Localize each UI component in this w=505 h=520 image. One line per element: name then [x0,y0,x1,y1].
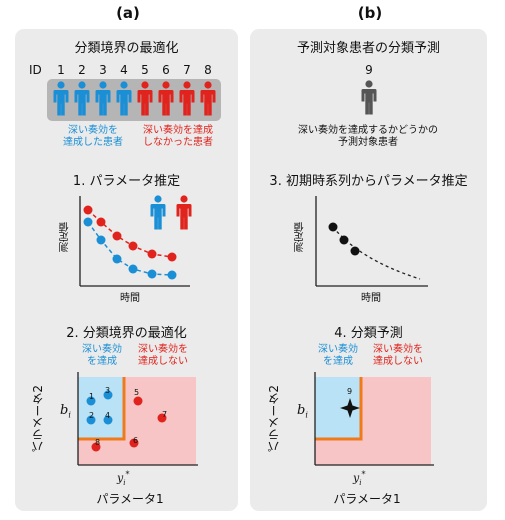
region-blue-line1: 深い奏効 [82,344,122,355]
region-blue-label-a: 深い奏効 を達成 [74,344,130,368]
step4-title: 4. 分類予測 [334,326,403,341]
id-number: 7 [183,63,191,77]
point-label: 2 [89,411,95,420]
id-number: 3 [99,63,107,77]
id-number: 2 [78,63,86,77]
panel-b-title: 予測対象患者の分類予測 [296,41,440,56]
bi-sub: i [68,410,71,420]
id-number: 1 [57,63,65,77]
param1-axis-label-a: パラメータ1 [96,492,164,506]
yi-sub: i [359,478,362,487]
id-row: 1 2 3 4 5 6 7 8 [0,63,240,79]
panel-a-title: 分類境界の最適化 [74,41,179,56]
step3-xlabel: 時間 [361,293,381,304]
blue-point [128,264,138,274]
step3-title: 3. 初期時系列からパラメータ推定 [269,174,468,189]
step2-title: 2. 分類境界の最適化 [66,326,187,341]
blue-point [96,235,106,245]
blue-curve [87,221,173,276]
patient-desc: 深い奏効を達成するかどうかの 予測対象患者 [268,125,468,149]
patient-desc-line2: 予測対象患者 [338,137,398,148]
yi-text: y [353,471,360,485]
group-red-line2: しなかった患者 [143,137,213,148]
region-red-line2: 達成しない [138,356,188,367]
observed-point [350,246,360,256]
red-point [112,231,122,241]
blue-point [103,415,113,425]
yi-label-b: yi* [353,470,365,487]
red-point [91,442,101,452]
yi-sup: * [125,470,130,479]
panel-a-label: (a) [116,4,140,22]
region-red-line2: 達成しない [373,356,423,367]
region-red-line1: 深い奏効を [373,344,423,355]
red-point [157,413,167,423]
bi-label-a: bi [60,403,71,420]
red-point [128,241,138,251]
blue-point [147,269,157,279]
red-point [129,438,139,448]
classification-boundary [315,377,363,441]
point-label: 1 [89,392,95,401]
blue-point [103,390,113,400]
param1-axis-label-b: パラメータ1 [333,492,401,506]
point-label: 4 [105,411,111,420]
region-blue-label-b: 深い奏効 を達成 [310,344,366,368]
region-blue-line2: を達成 [323,356,353,367]
id-number: 4 [120,63,128,77]
region-blue-line1: 深い奏効 [318,344,358,355]
blue-point [86,396,96,406]
group-blue-line2: 達成した患者 [63,137,123,148]
step1-xlabel: 時間 [120,293,140,304]
classification-boundary [78,377,126,441]
red-point [147,249,157,259]
patient-desc-line1: 深い奏効を達成するかどうかの [298,125,438,136]
red-point [133,396,143,406]
bi-label-b: bi [297,403,308,420]
group-red-label: 深い奏効を達成 しなかった患者 [133,125,223,149]
blue-point [112,254,122,264]
red-point [167,252,177,262]
red-point [83,205,93,215]
id-number: 8 [204,63,212,77]
yi-sup: * [361,470,366,479]
yi-label-a: yi* [117,470,129,487]
point-label: 3 [105,386,111,395]
bi-text: b [297,403,306,418]
region-red-line1: 深い奏効を [138,344,188,355]
yi-text: y [117,471,124,485]
point-label: 9 [347,387,353,396]
id-number: 5 [141,63,149,77]
region-red-label-b: 深い奏効を 達成しない [363,344,433,368]
point-label: 5 [134,388,140,397]
group-blue-label: 深い奏効を 達成した患者 [53,125,133,149]
bi-sub: i [305,410,308,420]
blue-region [78,377,124,439]
point-label: 8 [95,438,101,447]
step1-title: 1. パラメータ推定 [72,174,181,189]
group-red-line1: 深い奏効を達成 [143,125,213,136]
bi-text: b [60,403,69,418]
yi-sub: i [123,478,126,487]
blue-point [83,217,93,227]
observed-point [339,235,349,245]
point-label: 7 [162,410,168,419]
id-label: ID [29,63,42,77]
group-blue-line1: 深い奏効を [68,125,118,136]
star-marker [340,398,360,418]
blue-point [86,415,96,425]
panel-b-label: (b) [357,4,383,22]
patient-id: 9 [365,63,373,77]
region-blue-line2: を達成 [87,356,117,367]
blue-point [167,270,177,280]
region-red-label-a: 深い奏効を 達成しない [128,344,198,368]
red-point [96,217,106,227]
observed-point [328,222,338,232]
id-number: 6 [162,63,170,77]
point-label: 6 [133,436,139,445]
